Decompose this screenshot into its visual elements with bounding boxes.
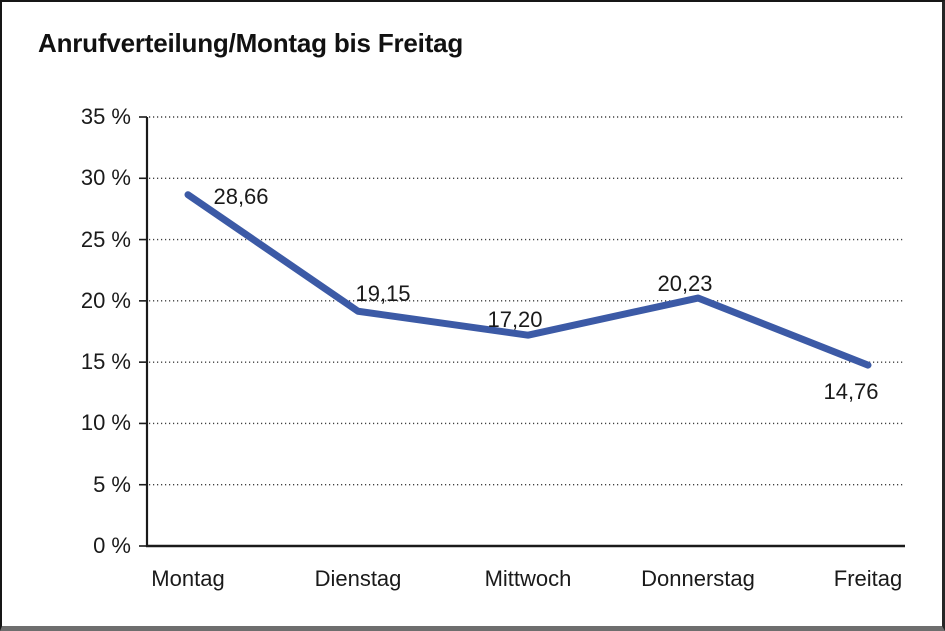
y-axis-tick-label-25: 25 % bbox=[80, 226, 131, 252]
x-axis-category-label-2: Mittwoch bbox=[484, 566, 572, 591]
data-point-label-3: 20,23 bbox=[657, 271, 713, 297]
y-axis-tick-label-5: 5 % bbox=[93, 471, 131, 497]
y-axis-tick-label-15: 15 % bbox=[80, 349, 131, 375]
y-axis-tick-label-35: 35 % bbox=[80, 104, 131, 129]
chart-title: Anrufverteilung/Montag bis Freitag bbox=[38, 28, 464, 58]
y-axis-tick-label-20: 20 % bbox=[80, 287, 131, 313]
y-axis-tick-label-10: 10 % bbox=[80, 410, 131, 436]
data-line bbox=[184, 191, 872, 369]
x-axis-category-label-4: Freitag bbox=[833, 566, 903, 591]
data-point-label-4: 14,76 bbox=[823, 379, 879, 405]
x-axis-category-label-3: Donnerstag bbox=[641, 566, 755, 591]
data-point-label-2: 17,20 bbox=[487, 307, 543, 333]
data-point-label-0: 28,66 bbox=[213, 183, 269, 209]
y-axis-tick-label-30: 30 % bbox=[80, 165, 131, 191]
x-axis-category-label-0: Montag bbox=[151, 566, 225, 591]
y-axis-tick-label-0: 0 % bbox=[93, 533, 131, 558]
data-point-label-1: 19,15 bbox=[355, 281, 411, 307]
x-axis-category-label-1: Dienstag bbox=[314, 566, 402, 591]
